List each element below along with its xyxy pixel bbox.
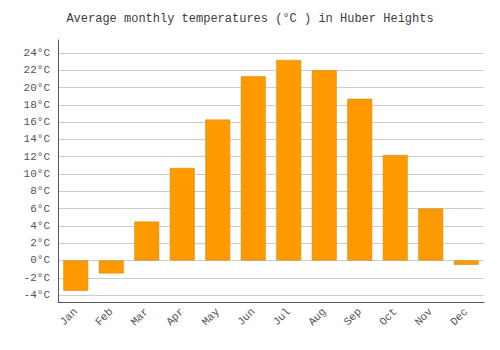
svg-text:20°C: 20°C (24, 82, 51, 94)
svg-text:Dec: Dec (448, 306, 470, 328)
svg-text:4°C: 4°C (30, 220, 50, 232)
svg-text:Average monthly temperatures (: Average monthly temperatures (°C ) in Hu… (66, 12, 433, 26)
svg-text:0°C: 0°C (30, 254, 50, 266)
svg-text:Jul: Jul (271, 306, 293, 328)
svg-text:May: May (200, 305, 223, 328)
svg-text:Apr: Apr (164, 306, 186, 328)
svg-text:18°C: 18°C (24, 99, 51, 111)
svg-text:2°C: 2°C (30, 237, 50, 249)
svg-text:6°C: 6°C (30, 203, 50, 215)
svg-text:Feb: Feb (93, 306, 115, 328)
svg-text:-2°C: -2°C (24, 272, 51, 284)
svg-text:Oct: Oct (377, 306, 399, 328)
svg-text:12°C: 12°C (24, 151, 51, 163)
svg-text:Jan: Jan (58, 306, 80, 328)
svg-text:Mar: Mar (129, 306, 151, 328)
svg-text:Jun: Jun (235, 306, 257, 328)
svg-text:Sep: Sep (342, 306, 364, 328)
svg-text:-4°C: -4°C (24, 289, 51, 301)
svg-text:Nov: Nov (413, 305, 436, 328)
svg-text:10°C: 10°C (24, 168, 51, 180)
svg-text:24°C: 24°C (24, 47, 51, 59)
svg-text:22°C: 22°C (24, 64, 51, 76)
svg-text:16°C: 16°C (24, 116, 51, 128)
svg-text:14°C: 14°C (24, 133, 51, 145)
svg-text:Aug: Aug (306, 306, 328, 328)
svg-text:8°C: 8°C (30, 185, 50, 197)
